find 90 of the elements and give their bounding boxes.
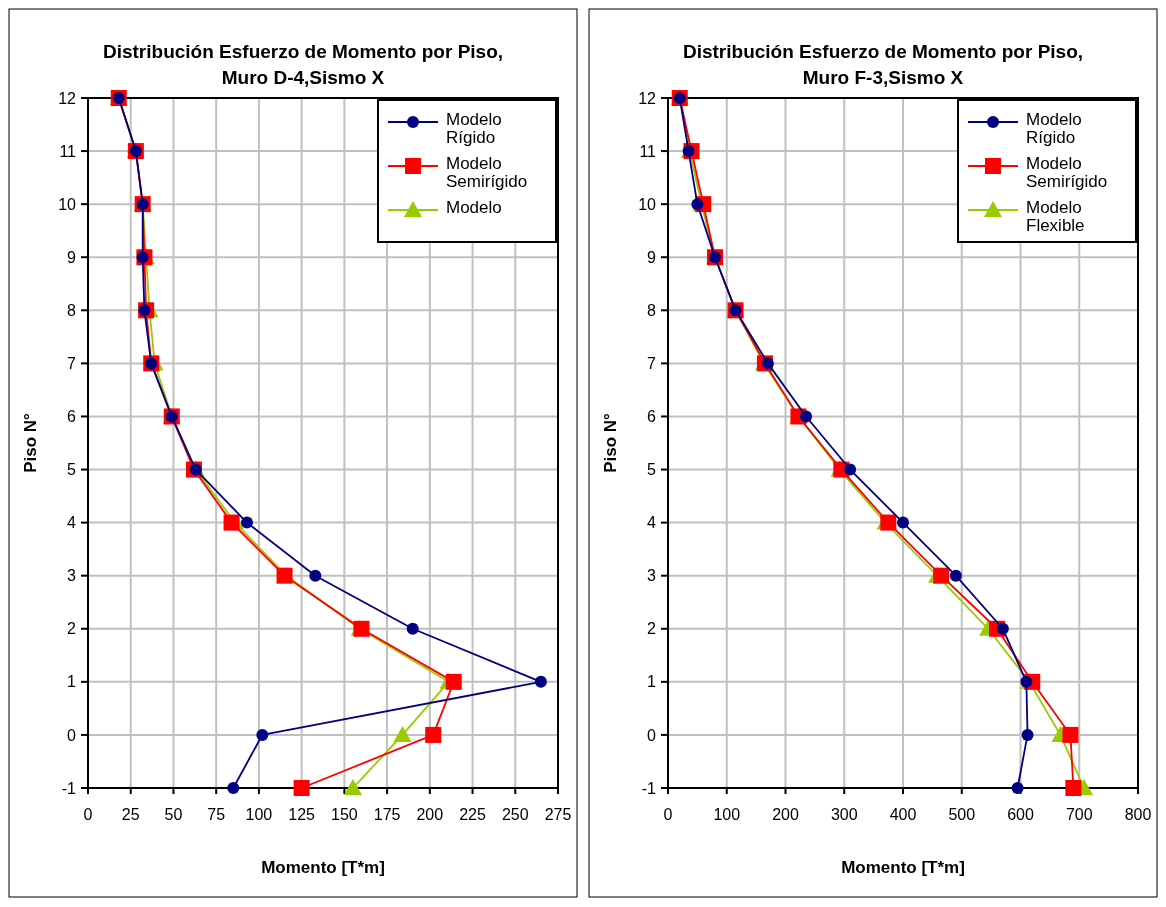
point bbox=[933, 567, 950, 584]
point bbox=[138, 304, 151, 317]
x-tick-label: 700 bbox=[1065, 806, 1093, 823]
point bbox=[223, 514, 240, 531]
point bbox=[682, 145, 695, 158]
y-tick-label: 6 bbox=[67, 408, 77, 426]
y-tick-label: 2 bbox=[67, 620, 77, 638]
x-tick-label: 500 bbox=[948, 806, 976, 823]
y-tick-label: 1 bbox=[67, 673, 77, 691]
x-axis-title: Momento [T*m] bbox=[841, 858, 965, 877]
point bbox=[880, 514, 897, 531]
point bbox=[1065, 780, 1082, 796]
point bbox=[1062, 726, 1079, 743]
x-tick-label: 125 bbox=[288, 806, 316, 823]
point bbox=[293, 780, 310, 796]
point bbox=[393, 725, 412, 742]
point bbox=[425, 726, 442, 743]
x-tick-label: 200 bbox=[772, 806, 799, 823]
y-tick-label: 12 bbox=[638, 89, 657, 107]
point bbox=[996, 622, 1009, 635]
x-tick-label: 175 bbox=[373, 806, 401, 823]
x-tick-label: 0 bbox=[83, 806, 93, 823]
legend-label: Modelo Rígido bbox=[1026, 109, 1082, 147]
y-tick-label: -1 bbox=[61, 779, 77, 797]
point bbox=[949, 569, 962, 582]
x-tick-label: 200 bbox=[416, 806, 444, 823]
x-tick-label: 50 bbox=[164, 806, 183, 823]
y-tick-label: 8 bbox=[67, 301, 77, 319]
legend-label: Modelo Semirígido bbox=[1026, 153, 1108, 191]
point bbox=[227, 782, 240, 794]
point bbox=[445, 673, 462, 690]
chart-title: Distribución Esfuerzo de Momento por Piso, Muro D-4,Sismo X bbox=[102, 41, 504, 88]
y-tick-label: 7 bbox=[647, 354, 657, 372]
point bbox=[256, 728, 269, 741]
y-tick-label: 5 bbox=[647, 461, 657, 479]
point bbox=[1011, 782, 1024, 794]
x-tick-label: 225 bbox=[459, 806, 486, 823]
point bbox=[1020, 675, 1033, 688]
x-tick-label: 0 bbox=[663, 806, 673, 823]
y-tick-label: 10 bbox=[638, 195, 657, 213]
y-tick-label: 3 bbox=[647, 567, 657, 585]
x-tick-label: 25 bbox=[121, 806, 140, 823]
y-tick-label: 0 bbox=[647, 726, 657, 744]
point bbox=[406, 622, 419, 635]
point bbox=[897, 516, 909, 529]
point bbox=[844, 463, 857, 476]
x-tick-label: 100 bbox=[713, 806, 741, 823]
y-tick-label: 3 bbox=[67, 567, 77, 585]
y-tick-label: 4 bbox=[647, 514, 657, 532]
legend-label: Modelo bbox=[446, 197, 502, 217]
y-tick-label: 2 bbox=[647, 620, 657, 638]
x-axis-title: Momento [T*m] bbox=[261, 858, 385, 877]
point bbox=[534, 675, 547, 688]
x-tick-label: 800 bbox=[1124, 806, 1152, 823]
y-axis-title: Piso N° bbox=[21, 412, 40, 473]
y-axis-title: Piso N° bbox=[601, 412, 620, 473]
point bbox=[240, 516, 253, 529]
y-tick-label: 11 bbox=[59, 142, 77, 160]
y-tick-label: -1 bbox=[641, 779, 657, 797]
y-tick-label: 11 bbox=[639, 142, 657, 160]
x-tick-label: 275 bbox=[544, 806, 572, 823]
x-tick-label: 100 bbox=[245, 806, 273, 823]
point bbox=[1021, 728, 1034, 741]
x-tick-label: 300 bbox=[830, 806, 858, 823]
x-tick-label: 600 bbox=[1007, 806, 1034, 823]
y-tick-label: 9 bbox=[67, 248, 77, 266]
y-tick-label: 12 bbox=[58, 89, 77, 107]
x-tick-label: 400 bbox=[889, 806, 917, 823]
point bbox=[691, 198, 704, 211]
point bbox=[309, 569, 322, 582]
y-tick-label: 4 bbox=[67, 514, 77, 532]
x-tick-label: 75 bbox=[207, 806, 226, 823]
x-tick-label: 150 bbox=[331, 806, 358, 823]
point bbox=[136, 251, 149, 264]
legend-label: Modelo Flexible bbox=[1026, 197, 1085, 235]
legend-label: Modelo Semirígido bbox=[446, 153, 528, 191]
y-tick-label: 0 bbox=[67, 726, 77, 744]
y-tick-label: 5 bbox=[67, 461, 77, 479]
y-tick-label: 7 bbox=[67, 354, 77, 372]
point bbox=[800, 410, 813, 423]
chart-title: Distribución Esfuerzo de Momento por Piso, Muro F-3,Sismo X bbox=[682, 41, 1084, 88]
x-tick-label: 250 bbox=[501, 806, 529, 823]
point bbox=[761, 357, 774, 370]
point bbox=[343, 779, 362, 795]
y-tick-label: 8 bbox=[647, 301, 657, 319]
y-tick-label: 1 bbox=[647, 673, 657, 691]
y-tick-label: 6 bbox=[647, 408, 657, 426]
y-tick-label: 9 bbox=[647, 248, 657, 266]
legend-label: Modelo Rígido bbox=[446, 109, 502, 147]
y-tick-label: 10 bbox=[58, 195, 77, 213]
